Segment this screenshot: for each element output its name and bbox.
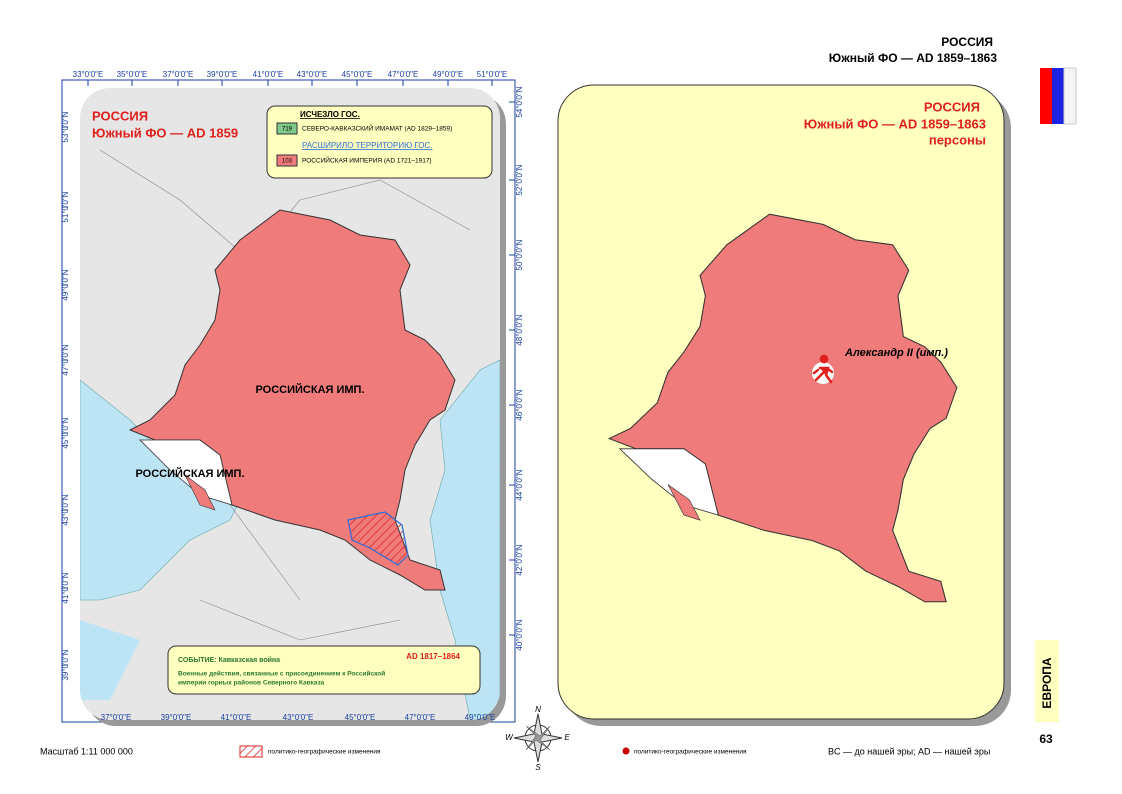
lat-label: 52°0'0"N <box>515 164 524 195</box>
dot-legend: политико-географические изменения <box>634 749 747 756</box>
graticule-labels: 33°0'0"E 35°0'0"E 37°0'0"E 39°0'0"E 41°0'0"E… <box>61 70 524 722</box>
lon-label: 37°0'0"E <box>163 70 194 79</box>
hatch-legend: политико-географические изменения <box>268 749 381 756</box>
scale: Масштаб 1:11 000 000 <box>40 746 133 756</box>
event-text: Военные действия, связанные с присоедине… <box>178 670 385 678</box>
left-map <box>80 88 500 720</box>
lat-label: 44°0'0"N <box>515 469 524 500</box>
map-label: РОССИЙСКАЯ ИМП. <box>135 467 244 480</box>
page-number: 63 <box>1039 732 1053 746</box>
lon-label: 49°0'0"E <box>433 70 464 79</box>
lon-label: 35°0'0"E <box>117 70 148 79</box>
map-title: РОССИЯ <box>924 99 980 114</box>
legend: ИСЧЕЗЛО ГОС. 719 СЕВЕРО-КАВКАЗСКИЙ ИМАМА… <box>266 105 493 179</box>
region-label: ЕВРОПА <box>1040 657 1054 708</box>
legend-label: СЕВЕРО-КАВКАЗСКИЙ ИМАМАТ (AD 1829–1859) <box>302 124 452 133</box>
sea <box>80 620 140 700</box>
legend-swatch <box>276 122 298 135</box>
person-label: Александр II (имп.) <box>844 347 948 359</box>
lat-label: 50°0'0"N <box>515 239 524 270</box>
compass: N E S W <box>505 705 570 772</box>
compass-w: W <box>505 733 514 742</box>
legend-code: 103 <box>282 159 293 165</box>
coastal-strip <box>184 474 216 511</box>
right-territory <box>608 213 958 603</box>
compass-s: S <box>535 763 541 772</box>
map-subtitle: Южный ФО — AD 1859–1863 <box>804 116 986 131</box>
lon-label: 47°0'0"E <box>405 713 436 722</box>
header-subtitle: Южный ФО — AD 1859–1863 <box>829 51 998 65</box>
compass-e: E <box>564 733 570 742</box>
flag-stripe <box>1040 68 1052 124</box>
lon-label: 45°0'0"E <box>345 713 376 722</box>
lon-label: 41°0'0"E <box>221 713 252 722</box>
lat-label: 42°0'0"N <box>515 544 524 575</box>
event-text: империи горных районов Северного Кавказа <box>178 679 325 687</box>
lat-label: 48°0'0"N <box>515 314 524 345</box>
coastal-strip <box>667 484 701 521</box>
lon-label: 45°0'0"E <box>342 70 373 79</box>
map-subtitle: Южный ФО — AD 1859 <box>92 125 238 140</box>
map-title: РОССИЯ <box>92 108 148 123</box>
region-tab <box>1035 640 1059 722</box>
lon-label: 43°0'0"E <box>283 713 314 722</box>
event-date: AD 1817–1864 <box>406 652 460 661</box>
event-heading: СОБЫТИЕ: Кавказская война <box>178 656 280 664</box>
header-title: РОССИЯ <box>941 35 993 49</box>
lon-label: 47°0'0"E <box>388 70 419 79</box>
white-region <box>139 439 233 506</box>
lon-label: 39°0'0"E <box>161 713 192 722</box>
lat-label: 46°0'0"N <box>515 389 524 420</box>
imamate-area <box>347 511 409 566</box>
lat-label: 40°0'0"N <box>515 619 524 650</box>
lon-label: 33°0'0"E <box>73 70 104 79</box>
lon-label: 41°0'0"E <box>253 70 284 79</box>
event-box: СОБЫТИЕ: Кавказская война AD 1817–1864 В… <box>167 645 481 695</box>
legend-heading: РАСШИРИЛО ТЕРРИТОРИЮ ГОС. <box>302 141 433 150</box>
flag-stripe <box>1052 68 1064 124</box>
lon-label: 51°0'0"E <box>477 70 508 79</box>
lat-label: 54°0'0"N <box>515 86 524 117</box>
lon-label: 39°0'0"E <box>207 70 238 79</box>
white-region <box>618 448 719 516</box>
person-marker <box>812 354 834 384</box>
hatch-swatch <box>239 745 263 758</box>
lon-label: 43°0'0"E <box>297 70 328 79</box>
lon-label: 37°0'0"E <box>101 713 132 722</box>
legend-code: 719 <box>282 127 293 133</box>
event-frame <box>167 645 481 695</box>
flag <box>1040 67 1077 125</box>
map-label: РОССИЙСКАЯ ИМП. <box>255 383 364 396</box>
legend-box <box>266 105 493 179</box>
runner-icon <box>812 354 834 384</box>
legend-heading: ИСЧЕЗЛО ГОС. <box>300 110 360 119</box>
map-caption: персоны <box>929 132 986 147</box>
dot-swatch <box>622 747 630 755</box>
compass-n: N <box>535 705 541 714</box>
era-note: BC — до нашей эры; AD — нашей эры <box>828 746 990 756</box>
legend-swatch <box>276 154 298 167</box>
compass-star <box>525 725 551 751</box>
legend-label: РОССИЙСКАЯ ИМПЕРИЯ (AD 1721–1917) <box>302 156 432 165</box>
lon-label: 49°0'0"E <box>465 713 496 722</box>
flag-stripe <box>1063 67 1077 125</box>
